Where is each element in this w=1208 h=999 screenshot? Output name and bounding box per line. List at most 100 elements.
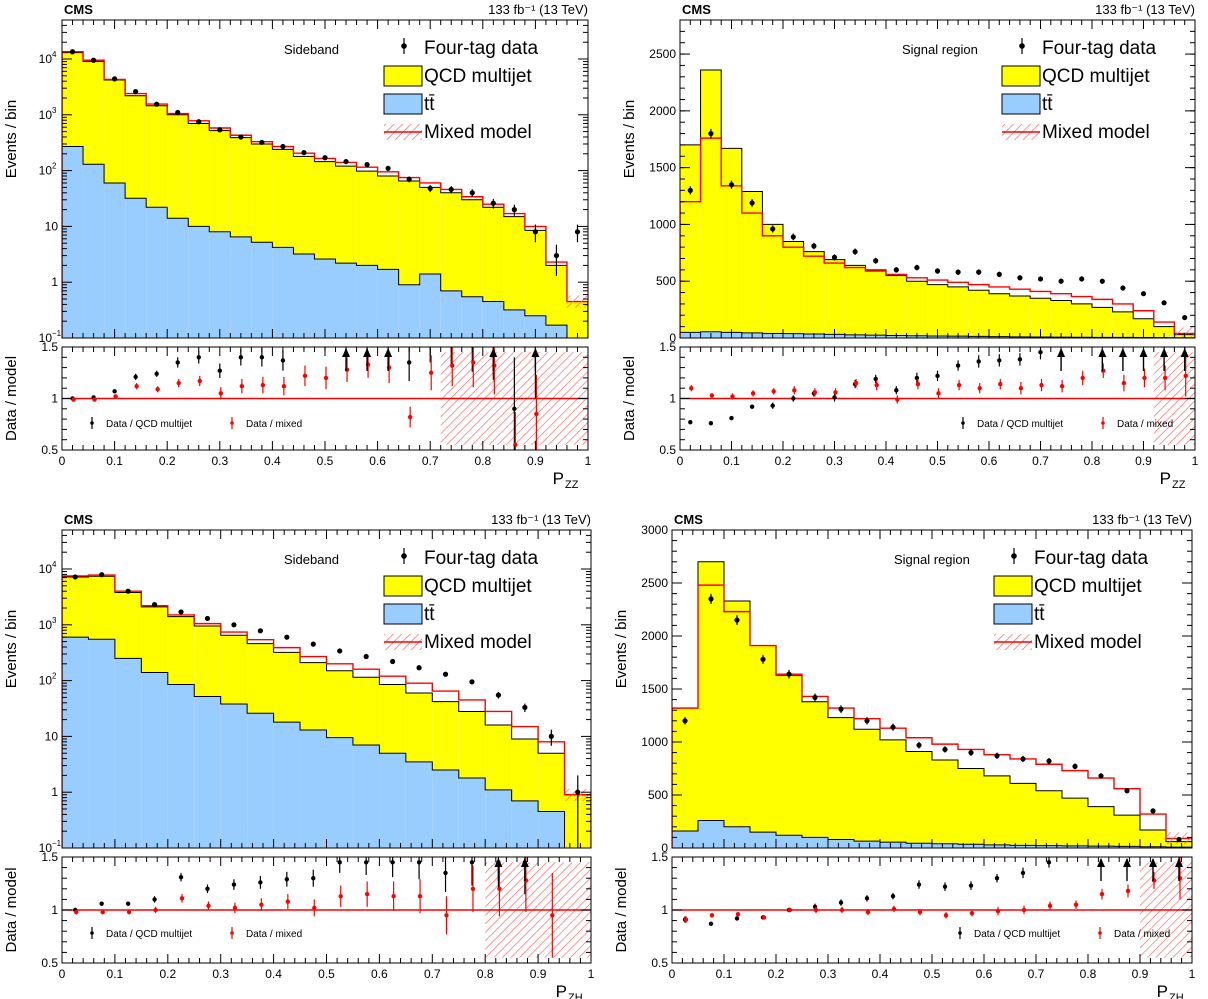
ratio-mixed-point (302, 373, 308, 379)
qcd-bar (485, 725, 512, 790)
ttbar-bar (62, 637, 89, 848)
y-tick-label: 2000 (641, 629, 668, 643)
ratio-qcd-point (791, 396, 796, 401)
ratio-arrow-head (489, 348, 498, 357)
ratio-mixed-point (444, 913, 449, 918)
ratio-qcd-point (729, 415, 734, 421)
data-point (112, 76, 118, 82)
main-plot-area (680, 69, 1195, 338)
ratio-mixed-point (936, 391, 941, 396)
data-point (786, 671, 792, 677)
qcd-bar (440, 192, 462, 291)
ratio-arrow-head (1098, 348, 1107, 357)
ratio-qcd-point (238, 355, 244, 360)
ratio-mixed-point (218, 391, 223, 396)
ratio-qcd-point (99, 901, 104, 906)
ratio-mixed-point (407, 414, 413, 420)
ttbar-bar (146, 207, 168, 338)
qcd-bar (776, 675, 802, 836)
legend-qcd-swatch (1001, 65, 1041, 87)
ttbar-bar (251, 242, 273, 338)
x-tick-label: 0.5 (929, 454, 946, 468)
data-point (682, 718, 688, 724)
y-tick-label: 0 (669, 331, 676, 345)
data-point (1017, 275, 1023, 281)
ratio-arrow-head (520, 858, 529, 867)
ratio-legend-label: Data / QCD multijet (977, 419, 1063, 430)
x-tick-label: 0.5 (318, 967, 335, 981)
mixed-model-uncertainty (1174, 327, 1195, 338)
ttbar-bar (432, 769, 459, 848)
region-label: Signal region (902, 42, 978, 57)
ratio-mixed-point (853, 380, 859, 386)
ratio-mixed-point (689, 386, 694, 391)
legend-label: Four-tag data (1034, 548, 1148, 569)
data-point (575, 789, 581, 795)
ratio-mixed-point (1183, 373, 1188, 379)
qcd-bar (538, 753, 565, 812)
ttbar-bar (1088, 846, 1114, 848)
ratio-qcd-point (217, 368, 222, 373)
ratio-qcd-point (363, 860, 369, 865)
ratio-qcd-point (1017, 357, 1023, 362)
qcd-bar (141, 606, 168, 673)
data-point (942, 746, 948, 753)
ttbar-bar (379, 753, 406, 848)
qcd-bar (167, 114, 189, 219)
x-tick-label: 0.7 (1028, 967, 1045, 981)
y-tick-label: 1 (51, 275, 58, 289)
legend-label: QCD multijet (424, 66, 532, 87)
ratio-arrow-head (342, 348, 351, 357)
qcd-bar (251, 143, 273, 243)
qcd-bar (326, 670, 353, 738)
ratio-qcd-point (133, 374, 138, 380)
ratio-qcd-point (311, 876, 316, 881)
data-point (337, 648, 343, 654)
legend-ttbar-swatch (1001, 93, 1041, 115)
ratio-mixed-point (74, 909, 79, 915)
ttbar-bar (293, 254, 315, 338)
ttbar-bar (335, 263, 357, 338)
ratio-qcd-point (749, 404, 755, 409)
ratio-y-tick-label: 0.5 (41, 443, 58, 457)
data-point (343, 158, 349, 165)
ratio-mixed-point (1039, 382, 1044, 388)
data-point (574, 229, 581, 235)
ratio-y-tick-label: 1 (669, 392, 676, 406)
ttbar-bar (932, 843, 958, 848)
ratio-mixed-point (813, 907, 819, 913)
x-tick-label: 0.7 (424, 967, 441, 981)
data-point (442, 671, 449, 677)
ttbar-bar (405, 761, 433, 848)
ratio-y-tick-label: 1.5 (659, 340, 676, 354)
y-tick-label: 1500 (641, 682, 668, 696)
ttbar-bar (958, 844, 984, 848)
data-point (154, 101, 160, 107)
qcd-bar (220, 635, 248, 705)
ttbar-bar (220, 704, 248, 848)
data-point (994, 753, 1000, 759)
x-tick-label: 0.5 (924, 967, 941, 981)
ratio-mixed-point (995, 908, 1001, 914)
qcd-bar (958, 768, 984, 845)
qcd-bar (293, 156, 315, 255)
y-tick-label: 1000 (649, 217, 676, 231)
data-point (469, 679, 475, 685)
ratio-mixed-point (534, 411, 539, 417)
data-point (178, 609, 184, 615)
ratio-mixed-point (323, 375, 329, 381)
ttbar-bar (538, 811, 565, 848)
data-point (322, 155, 328, 161)
ratio-legend-mixed-dot (230, 931, 234, 935)
ratio-y-tick-label: 0.5 (41, 956, 58, 970)
ttbar-bar (1010, 845, 1036, 848)
ratio-qcd-point (175, 360, 180, 365)
y-axis-label: Events / bin (621, 100, 638, 178)
qcd-bar (125, 95, 147, 199)
legend-label: Four-tag data (424, 548, 538, 569)
qcd-bar (750, 645, 776, 833)
ratio-y-axis-label: Data / model (3, 356, 20, 441)
data-point (890, 724, 896, 730)
